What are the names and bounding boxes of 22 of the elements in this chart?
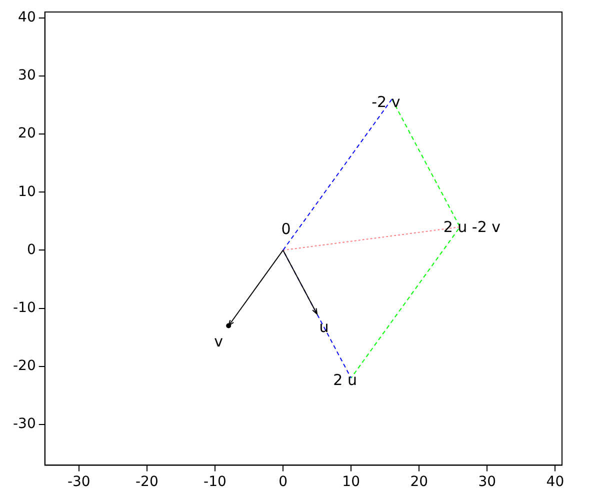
y-tick-label: -30 bbox=[12, 416, 36, 432]
annotation: u bbox=[319, 318, 329, 336]
x-tick-label: -10 bbox=[204, 474, 226, 490]
y-tick-label: 20 bbox=[18, 126, 36, 142]
annotation: 2 u -2 v bbox=[443, 218, 501, 236]
annotation: v bbox=[214, 332, 224, 351]
y-tick-label: 10 bbox=[18, 184, 36, 200]
y-tick-label: 40 bbox=[18, 9, 36, 26]
annotation: 2 u bbox=[333, 370, 357, 389]
x-tick-label: 30 bbox=[478, 474, 496, 490]
y-tick-label: -10 bbox=[12, 300, 36, 316]
y-tick-label: 0 bbox=[26, 242, 36, 258]
annotation: 0 bbox=[281, 220, 291, 238]
x-tick-label: 10 bbox=[342, 474, 360, 490]
annotation: -2 v bbox=[372, 93, 400, 112]
x-tick-label: -30 bbox=[67, 474, 90, 490]
y-tick-label: 30 bbox=[18, 68, 36, 84]
x-tick-label: 20 bbox=[410, 474, 428, 490]
x-tick-label: 0 bbox=[278, 474, 288, 490]
x-tick-label: -20 bbox=[135, 474, 158, 490]
x-tick-label: 40 bbox=[546, 474, 564, 490]
y-tick-label: -20 bbox=[12, 358, 36, 374]
